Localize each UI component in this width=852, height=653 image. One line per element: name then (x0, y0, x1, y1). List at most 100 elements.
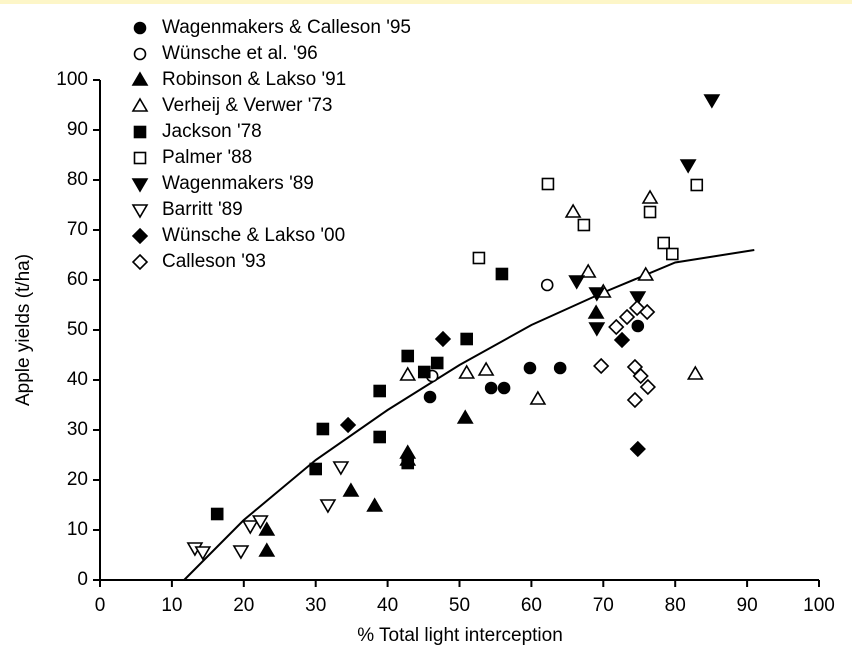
legend-marker (131, 178, 149, 193)
point (458, 364, 476, 379)
legend-marker (131, 97, 149, 112)
point (657, 236, 670, 250)
x-tick-label: 50 (449, 595, 470, 616)
legend-label: Verheij & Verwer '73 (162, 95, 333, 116)
x-axis-label: % Total light interception (357, 625, 563, 646)
legend-label: Wünsche & Lakso '00 (162, 225, 345, 246)
point (579, 263, 597, 278)
legend-label: Robinson & Lakso '91 (162, 69, 346, 90)
legend-marker (133, 125, 147, 139)
point (587, 304, 605, 319)
point (194, 546, 212, 561)
legend-marker (131, 253, 149, 271)
point (679, 159, 697, 174)
point (423, 390, 437, 404)
point (588, 287, 606, 302)
point (686, 365, 704, 380)
y-tick-label: 80 (67, 169, 88, 190)
point (477, 361, 495, 376)
legend-marker (131, 227, 149, 245)
fit-curve (183, 249, 755, 581)
point (373, 384, 386, 398)
y-tick-label: 70 (67, 219, 88, 240)
point (232, 545, 250, 560)
y-tick-label: 40 (67, 369, 88, 390)
legend-label: Wünsche et al. '96 (162, 43, 318, 64)
point (434, 330, 452, 348)
point (626, 391, 644, 409)
legend-marker (133, 47, 147, 61)
point (618, 308, 636, 326)
point (523, 361, 537, 375)
point (339, 416, 357, 434)
point (460, 332, 473, 346)
point (629, 291, 647, 306)
point (241, 520, 259, 535)
point (540, 278, 554, 292)
point (541, 177, 555, 191)
point (629, 440, 646, 458)
legend-marker (133, 151, 147, 165)
point (258, 521, 276, 536)
point (588, 322, 606, 337)
point (258, 542, 276, 557)
x-tick-label: 60 (521, 595, 542, 616)
point (690, 178, 704, 192)
legend-label: Jackson '78 (162, 121, 262, 142)
point (631, 319, 645, 333)
point (608, 318, 625, 336)
point (210, 507, 224, 521)
y-tick-label: 90 (67, 119, 88, 140)
point (568, 275, 586, 290)
y-tick-label: 30 (67, 419, 88, 440)
point (666, 247, 679, 261)
x-tick-label: 10 (161, 595, 182, 616)
point (637, 266, 655, 281)
legend-marker (131, 204, 149, 219)
point (316, 422, 330, 436)
point (703, 94, 721, 109)
point (641, 189, 659, 204)
point (643, 205, 657, 219)
point (577, 218, 591, 232)
legend-label: Wagenmakers '89 (162, 173, 314, 194)
x-tick-label: 70 (593, 595, 614, 616)
x-tick-label: 0 (95, 595, 106, 616)
y-tick-label: 10 (67, 519, 88, 540)
x-tick-label: 80 (665, 595, 686, 616)
y-axis-label: Apple yields (t/ha) (13, 254, 34, 406)
point (639, 378, 657, 396)
x-tick-label: 40 (377, 595, 398, 616)
y-tick-label: 50 (67, 319, 88, 340)
point (342, 482, 360, 497)
legend-label: Wagenmakers & Calleson '95 (162, 17, 411, 38)
point (399, 366, 417, 381)
x-tick-label: 20 (233, 595, 254, 616)
y-tick-label: 20 (67, 469, 88, 490)
point (593, 357, 610, 375)
y-tick-label: 100 (56, 69, 88, 90)
legend-marker (133, 21, 147, 35)
point (639, 303, 656, 321)
y-tick-label: 60 (67, 269, 88, 290)
point (613, 331, 631, 349)
point (497, 381, 511, 395)
point (529, 390, 547, 405)
point (632, 367, 649, 385)
x-tick-label: 90 (737, 595, 758, 616)
top-border (0, 0, 852, 4)
point (553, 361, 567, 375)
point (401, 349, 415, 363)
point (417, 365, 431, 379)
point (366, 497, 384, 512)
legend-label: Calleson '93 (162, 251, 266, 272)
point (564, 203, 582, 218)
point (495, 267, 509, 281)
point (484, 381, 498, 395)
point (430, 356, 444, 370)
point (401, 456, 415, 470)
x-tick-label: 30 (305, 595, 326, 616)
legend-label: Palmer '88 (162, 147, 252, 168)
legend-label: Barritt '89 (162, 199, 243, 220)
